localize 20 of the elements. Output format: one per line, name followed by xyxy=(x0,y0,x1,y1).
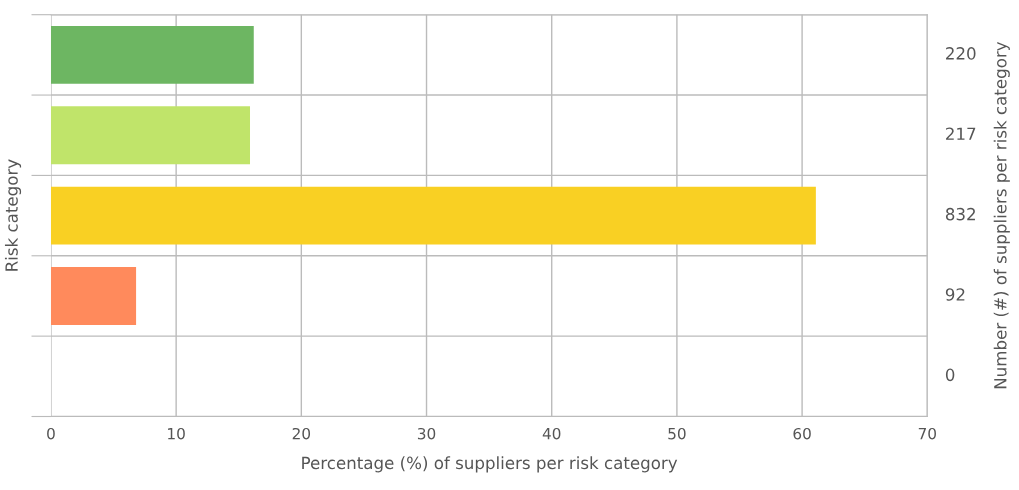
bar xyxy=(50,106,250,165)
x-axis-title: Percentage (%) of suppliers per risk category xyxy=(302,456,678,473)
x-tick-label: 10 xyxy=(168,427,185,440)
x-tick-label: 70 xyxy=(918,427,936,440)
y-axis-title: Risk category xyxy=(4,159,22,271)
y-tick-label: 832 xyxy=(945,207,975,221)
x-tick-label: 30 xyxy=(417,427,436,440)
x-tick-label: 60 xyxy=(793,427,811,440)
bar xyxy=(50,267,137,325)
y-tick-label: 220 xyxy=(946,47,976,60)
x-tick-label: 0 xyxy=(47,427,55,440)
bar xyxy=(50,25,254,84)
x-tick-label: 50 xyxy=(668,427,686,440)
y-tick-label: 92 xyxy=(945,288,965,301)
y-tick-label: 217 xyxy=(946,127,976,140)
y-tick-label: 0 xyxy=(945,368,955,382)
x-tick-label: 20 xyxy=(292,427,311,440)
x-tick-label: 40 xyxy=(542,427,561,440)
bar xyxy=(50,186,816,245)
y2-axis-title: Number (#) of suppliers per risk category xyxy=(993,41,1010,389)
